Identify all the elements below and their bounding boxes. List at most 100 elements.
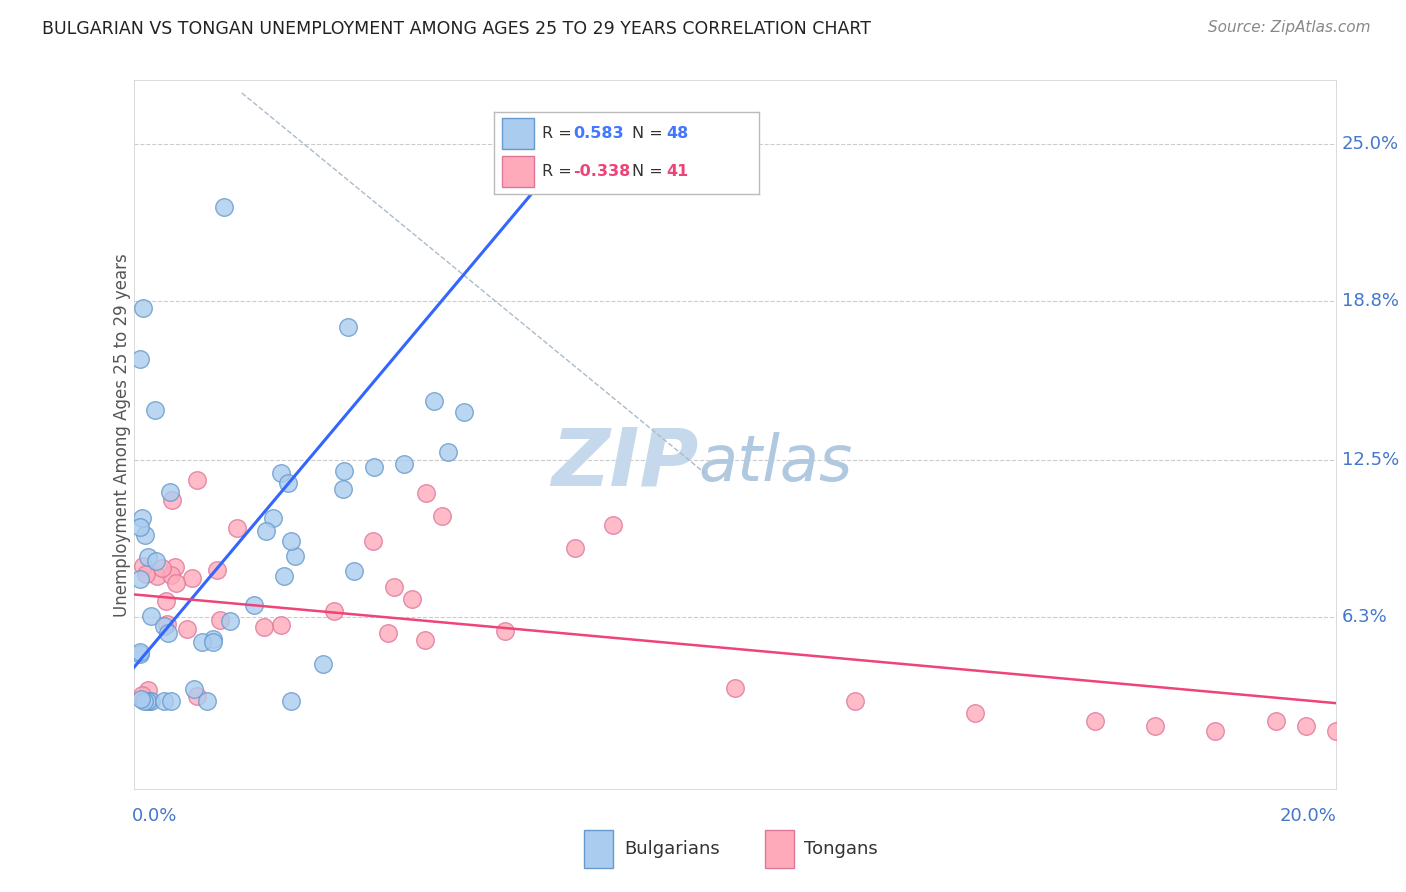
- Point: [453, 405, 475, 419]
- Text: 20.0%: 20.0%: [1279, 807, 1337, 825]
- Point: [145, 554, 167, 568]
- Point: [135, 567, 157, 582]
- Point: [128, 572, 150, 586]
- Point: [131, 511, 153, 525]
- Point: [253, 619, 276, 633]
- Point: [165, 559, 187, 574]
- Text: 18.8%: 18.8%: [1341, 292, 1399, 310]
- Text: 48: 48: [666, 126, 689, 141]
- Point: [134, 694, 156, 708]
- Point: [430, 508, 453, 523]
- Point: [226, 521, 249, 535]
- Text: -0.338: -0.338: [574, 164, 631, 179]
- Point: [152, 694, 174, 708]
- Point: [343, 564, 366, 578]
- Text: ZIP: ZIP: [551, 425, 699, 502]
- Point: [181, 571, 204, 585]
- Point: [1084, 714, 1107, 728]
- Bar: [502, 118, 534, 149]
- Point: [333, 464, 356, 478]
- Point: [131, 689, 153, 703]
- Point: [186, 689, 208, 703]
- Point: [155, 594, 177, 608]
- Point: [844, 694, 866, 708]
- Point: [377, 626, 399, 640]
- Point: [136, 549, 159, 564]
- Point: [156, 625, 179, 640]
- Bar: [765, 830, 793, 868]
- Text: BULGARIAN VS TONGAN UNEMPLOYMENT AMONG AGES 25 TO 29 YEARS CORRELATION CHART: BULGARIAN VS TONGAN UNEMPLOYMENT AMONG A…: [42, 20, 872, 37]
- Point: [1264, 714, 1286, 728]
- Point: [277, 476, 299, 491]
- Point: [312, 657, 335, 671]
- Point: [284, 549, 307, 563]
- Text: R =: R =: [541, 126, 576, 141]
- Point: [134, 528, 156, 542]
- Point: [143, 402, 166, 417]
- Text: N =: N =: [631, 164, 668, 179]
- Point: [965, 706, 987, 721]
- Point: [1324, 724, 1347, 739]
- Point: [723, 681, 745, 695]
- Point: [195, 694, 218, 708]
- Point: [159, 694, 181, 708]
- Point: [1295, 719, 1317, 733]
- Text: 0.0%: 0.0%: [132, 807, 177, 825]
- Y-axis label: Unemployment Among Ages 25 to 29 years: Unemployment Among Ages 25 to 29 years: [114, 253, 131, 616]
- Point: [270, 617, 292, 632]
- Point: [191, 635, 214, 649]
- Point: [139, 609, 162, 624]
- Point: [564, 541, 586, 556]
- Point: [363, 460, 385, 475]
- Point: [436, 444, 458, 458]
- Point: [273, 569, 295, 583]
- Point: [136, 694, 159, 708]
- Point: [155, 617, 177, 632]
- Point: [280, 694, 302, 708]
- Text: Bulgarians: Bulgarians: [624, 840, 720, 858]
- Point: [270, 467, 292, 481]
- Point: [138, 683, 160, 698]
- Point: [128, 647, 150, 661]
- Text: Source: ZipAtlas.com: Source: ZipAtlas.com: [1208, 20, 1371, 35]
- Point: [131, 558, 153, 573]
- Point: [186, 473, 208, 487]
- Point: [214, 200, 236, 214]
- Point: [139, 694, 162, 708]
- Text: Tongans: Tongans: [804, 840, 879, 858]
- Text: 41: 41: [666, 164, 689, 179]
- Text: 12.5%: 12.5%: [1341, 451, 1399, 469]
- Point: [332, 483, 354, 497]
- Point: [183, 681, 205, 696]
- Point: [201, 632, 224, 646]
- Point: [337, 320, 360, 334]
- Point: [262, 511, 284, 525]
- Bar: [502, 156, 534, 187]
- Point: [209, 613, 232, 627]
- Point: [205, 563, 228, 577]
- Text: 6.3%: 6.3%: [1341, 608, 1388, 626]
- Text: N =: N =: [631, 126, 668, 141]
- Point: [176, 623, 198, 637]
- Text: 0.583: 0.583: [574, 126, 624, 141]
- Point: [201, 635, 224, 649]
- Point: [415, 485, 437, 500]
- Point: [1144, 719, 1167, 733]
- Point: [423, 394, 446, 409]
- Point: [494, 624, 516, 639]
- Point: [254, 524, 277, 538]
- Point: [602, 517, 624, 532]
- Point: [280, 534, 302, 549]
- Point: [159, 568, 181, 582]
- Text: atlas: atlas: [699, 433, 853, 494]
- Point: [138, 694, 160, 708]
- Point: [242, 598, 264, 612]
- Point: [153, 619, 176, 633]
- Bar: [585, 830, 613, 868]
- Point: [392, 457, 415, 471]
- Text: 25.0%: 25.0%: [1341, 135, 1399, 153]
- Point: [128, 520, 150, 534]
- Text: R =: R =: [541, 164, 576, 179]
- Point: [128, 645, 150, 659]
- Point: [413, 633, 436, 648]
